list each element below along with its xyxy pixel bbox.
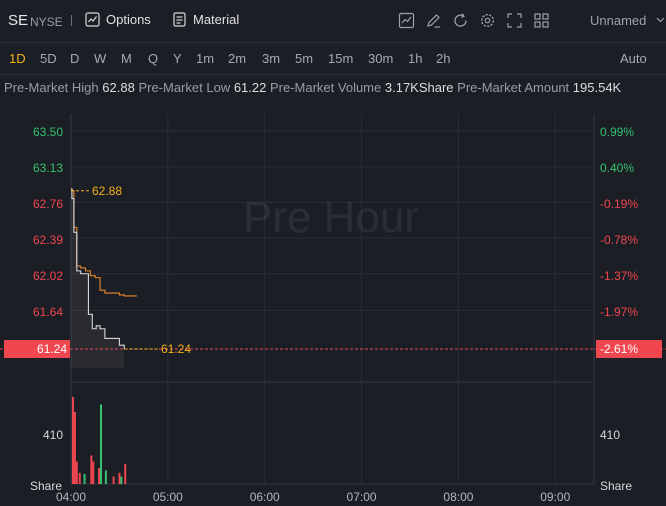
volume-bar xyxy=(75,461,78,484)
divider xyxy=(71,15,72,26)
period-5m[interactable]: 5m xyxy=(295,51,314,66)
price-line xyxy=(71,188,125,349)
chevron-down-icon xyxy=(656,17,665,23)
low-value: 61.22 xyxy=(233,80,267,95)
fullscreen-icon[interactable] xyxy=(506,12,523,29)
volume-bar xyxy=(112,476,115,484)
period-1d[interactable]: 1D xyxy=(9,51,26,66)
volume-bar xyxy=(71,396,74,484)
period-5d[interactable]: 5D xyxy=(40,51,57,66)
exchange-label: NYSE xyxy=(30,15,63,29)
current-pct-label: -2.61% xyxy=(600,342,638,356)
pct-tick: -1.37% xyxy=(600,269,639,283)
workspace-label: Unnamed xyxy=(590,13,647,28)
period-30m[interactable]: 30m xyxy=(368,51,394,66)
chart-grid xyxy=(70,114,595,485)
price-markers: 61.24 -2.61% 62.88 61.24 xyxy=(0,184,666,358)
pct-tick: 0.40% xyxy=(600,161,635,175)
volume-label: Pre-Market Volume xyxy=(269,80,382,95)
price-lines xyxy=(71,188,137,349)
refresh-icon[interactable] xyxy=(452,12,469,29)
period-1m[interactable]: 1m xyxy=(196,51,215,66)
volume-bar xyxy=(92,461,95,484)
current-price-tag-left xyxy=(4,340,70,358)
price-tick: 61.64 xyxy=(33,305,64,319)
options-button[interactable]: Options xyxy=(85,12,151,27)
high-marker-label: 62.88 xyxy=(92,184,122,198)
toolbar: SE NYSE Options Material xyxy=(0,0,666,43)
volume-bar xyxy=(73,411,76,484)
period-bar: 1D 5D D W M Q Y 1m 2m 3m 5m 15m 30m 1h 2… xyxy=(0,44,666,75)
period-d[interactable]: D xyxy=(70,51,80,66)
workspace-dropdown[interactable]: Unnamed xyxy=(590,13,665,28)
low-marker-label: 61.24 xyxy=(161,342,191,356)
volume-value: 3.17KShare xyxy=(384,80,454,95)
current-pct-tag-right xyxy=(596,340,662,358)
high-value: 62.88 xyxy=(102,80,135,95)
pct-tick: -1.97% xyxy=(600,305,639,319)
period-2h[interactable]: 2h xyxy=(436,51,451,66)
period-m[interactable]: M xyxy=(121,51,132,66)
current-price-label: 61.24 xyxy=(37,342,67,356)
volume-bar xyxy=(104,470,107,484)
time-tick: 09:00 xyxy=(540,490,570,504)
volume-bar xyxy=(100,404,103,484)
period-3m[interactable]: 3m xyxy=(262,51,281,66)
indicator-icon[interactable] xyxy=(398,12,415,29)
volume-unit-right: Share xyxy=(600,479,633,493)
period-y[interactable]: Y xyxy=(173,51,182,66)
options-label: Options xyxy=(106,12,151,27)
low-label: Pre-Market Low xyxy=(138,80,231,95)
price-tick: 63.50 xyxy=(33,125,64,139)
price-tick: 63.13 xyxy=(33,161,64,175)
volume-bar xyxy=(83,474,86,484)
settings-gear-icon[interactable] xyxy=(479,12,496,29)
pct-tick: -0.19% xyxy=(600,197,639,211)
volume-bar xyxy=(118,472,121,484)
price-tick: 62.39 xyxy=(33,233,64,247)
volume-unit-left: Share xyxy=(30,479,63,493)
price-area-fill xyxy=(71,188,125,368)
pct-tick: 0.99% xyxy=(600,125,635,139)
volume-bar xyxy=(90,455,93,484)
layout-grid-icon[interactable] xyxy=(533,12,550,29)
price-area xyxy=(71,188,125,368)
period-15m[interactable]: 15m xyxy=(328,51,354,66)
high-label: Pre-Market High xyxy=(4,80,99,95)
document-icon xyxy=(173,12,186,27)
volume-bar xyxy=(98,467,101,484)
pre-hour-watermark: Pre Hour xyxy=(243,193,419,242)
time-axis: 04:00 05:00 06:00 07:00 08:00 09:00 xyxy=(56,490,571,504)
volume-bar xyxy=(120,476,123,484)
time-tick: 07:00 xyxy=(347,490,377,504)
material-label: Material xyxy=(193,12,240,27)
volume-bars xyxy=(71,396,127,484)
volume-bar xyxy=(124,464,127,484)
period-1h[interactable]: 1h xyxy=(408,51,423,66)
average-price-line xyxy=(71,188,137,297)
material-button[interactable]: Material xyxy=(172,12,239,27)
time-tick: 06:00 xyxy=(250,490,280,504)
volume-tick-left: 410 xyxy=(43,428,64,442)
volume-bar xyxy=(78,472,81,484)
price-tick: 62.02 xyxy=(33,269,64,283)
amount-value: 195.54K xyxy=(572,80,622,95)
time-tick: 05:00 xyxy=(153,490,183,504)
options-chart-icon xyxy=(85,12,100,27)
period-2m[interactable]: 2m xyxy=(228,51,247,66)
volume-tick-right: 410 xyxy=(600,428,621,442)
pct-tick: -0.78% xyxy=(600,233,639,247)
time-tick: 08:00 xyxy=(443,490,473,504)
stock-symbol[interactable]: SE xyxy=(8,12,29,29)
premarket-stats: Pre-Market High 62.88 Pre-Market Low 61.… xyxy=(4,80,621,95)
period-w[interactable]: W xyxy=(94,51,107,66)
toolbar-icon-group xyxy=(398,12,550,29)
price-tick: 62.76 xyxy=(33,197,64,211)
period-q[interactable]: Q xyxy=(148,51,159,66)
auto-scale-toggle[interactable]: Auto xyxy=(620,51,647,66)
amount-label: Pre-Market Amount xyxy=(457,80,570,95)
draw-icon[interactable] xyxy=(425,12,442,29)
